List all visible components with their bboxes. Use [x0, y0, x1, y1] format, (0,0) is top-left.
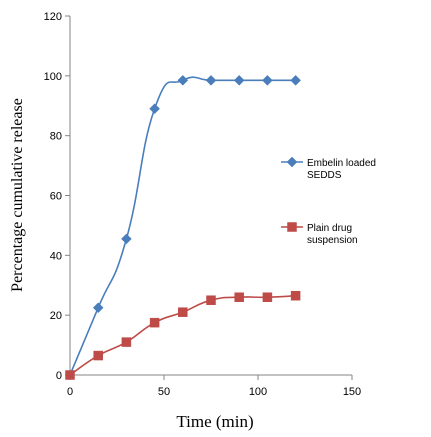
y-tick-label: 100 [44, 71, 62, 83]
series-2-point [178, 307, 188, 317]
y-tick-label: 60 [50, 191, 62, 203]
series-1-point [205, 74, 217, 86]
chart-axes [69, 16, 352, 376]
x-axis-label: Time (min) [176, 412, 253, 431]
series-1-point [149, 103, 160, 115]
y-tick-label: 80 [50, 131, 62, 143]
x-tick-label: 100 [249, 386, 267, 398]
series-1-point [262, 74, 273, 86]
y-tick-label: 0 [56, 370, 62, 382]
legend-2-label: Plain drug [307, 223, 352, 234]
series-1-line [69, 76, 296, 376]
legend-1-marker [286, 156, 298, 168]
y-tick-label: 40 [50, 250, 62, 262]
series-1-point [233, 74, 245, 86]
legend-2-label: suspension [307, 235, 358, 246]
x-tick-label: 50 [158, 386, 170, 398]
chart-ticks: 0 20 40 60 80 100 120 0 50 100 150 [44, 11, 362, 398]
series-2-point [206, 295, 216, 305]
y-tick-label: 20 [50, 310, 62, 322]
series-1-point [177, 74, 189, 86]
y-tick-label: 120 [44, 11, 62, 23]
series-2-point [93, 350, 103, 361]
x-tick-label: 0 [67, 386, 73, 398]
series-2-point [234, 292, 244, 302]
legend-1-label: Embelin loaded [307, 158, 376, 169]
series-1-point [290, 74, 301, 86]
chart-series [64, 74, 301, 381]
series-2-point [262, 292, 273, 302]
series-2-point [149, 317, 160, 328]
series-2-point [121, 337, 132, 347]
series-1-point [92, 302, 104, 314]
series-1-point [121, 233, 132, 245]
series-2-point [290, 290, 301, 301]
y-axis-label: Percentage cumulative release [9, 98, 26, 292]
legend-1-label: SEDDS [307, 170, 342, 181]
legend-2-marker [287, 222, 297, 232]
x-tick-label: 150 [343, 386, 361, 398]
series-2-point [65, 370, 75, 380]
